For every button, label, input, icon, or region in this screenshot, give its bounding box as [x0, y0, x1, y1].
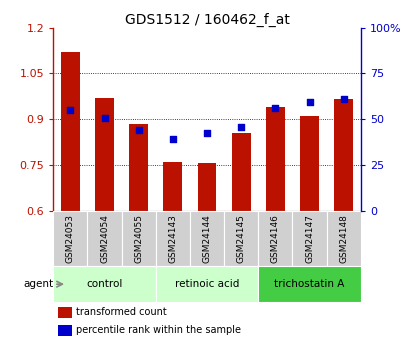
Point: [135, 127, 142, 132]
Bar: [258, 266, 360, 302]
Bar: [58, 325, 72, 336]
Text: GSM24145: GSM24145: [236, 214, 245, 263]
Bar: [299, 116, 318, 211]
Text: agent: agent: [23, 279, 54, 289]
Bar: [87, 211, 121, 266]
Point: [339, 97, 346, 102]
Point: [272, 106, 278, 111]
Text: GSM24055: GSM24055: [134, 214, 143, 263]
Bar: [58, 307, 72, 318]
Bar: [155, 266, 258, 302]
Bar: [224, 211, 258, 266]
Point: [306, 100, 312, 105]
Bar: [53, 211, 87, 266]
Bar: [258, 211, 292, 266]
Bar: [189, 211, 224, 266]
Text: percentile rank within the sample: percentile rank within the sample: [76, 325, 241, 335]
Bar: [121, 211, 155, 266]
Text: GSM24143: GSM24143: [168, 214, 177, 263]
Bar: [292, 211, 326, 266]
Text: trichostatin A: trichostatin A: [274, 279, 344, 289]
Bar: [326, 211, 360, 266]
Text: GSM24146: GSM24146: [270, 214, 279, 263]
Text: GSM24053: GSM24053: [66, 214, 75, 263]
Text: GSM24054: GSM24054: [100, 214, 109, 263]
Bar: [231, 133, 250, 211]
Bar: [333, 99, 352, 211]
Text: GSM24147: GSM24147: [304, 214, 313, 263]
Point: [169, 136, 176, 142]
Text: GSM24148: GSM24148: [338, 214, 347, 263]
Point: [237, 124, 244, 129]
Point: [101, 115, 108, 120]
Title: GDS1512 / 160462_f_at: GDS1512 / 160462_f_at: [124, 12, 289, 27]
Bar: [95, 98, 114, 211]
Point: [203, 130, 210, 136]
Text: GSM24144: GSM24144: [202, 214, 211, 263]
Bar: [129, 124, 148, 211]
Bar: [61, 52, 80, 211]
Bar: [197, 163, 216, 211]
Text: transformed count: transformed count: [76, 307, 167, 317]
Bar: [265, 107, 284, 211]
Text: control: control: [86, 279, 122, 289]
Bar: [53, 266, 155, 302]
Text: retinoic acid: retinoic acid: [174, 279, 239, 289]
Bar: [155, 211, 189, 266]
Point: [67, 107, 74, 113]
Bar: [163, 162, 182, 211]
